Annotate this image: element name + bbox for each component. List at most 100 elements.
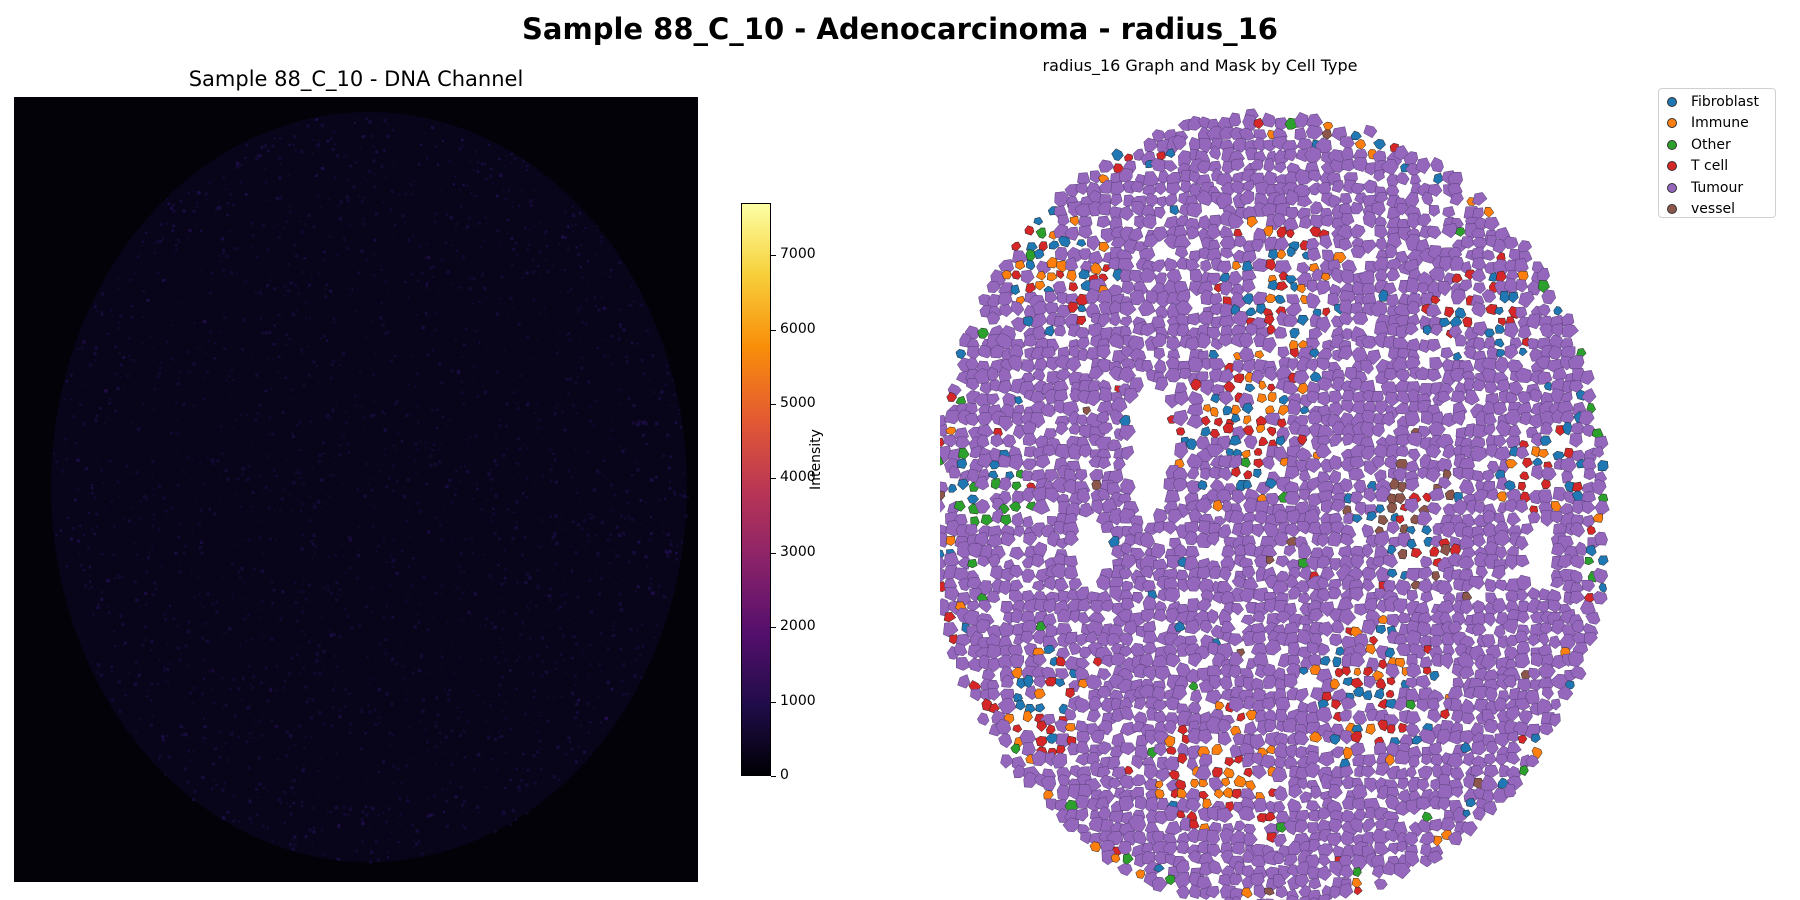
cell-polygon [990,477,1002,490]
cell-polygon [1253,447,1263,456]
cell-polygon [1165,652,1181,668]
cell-polygon [1321,691,1333,702]
cell-polygon [1471,301,1486,318]
cell-polygon [1130,774,1147,787]
cell-polygon [1022,433,1039,446]
cell-polygon [1373,169,1385,182]
cell-polygon [1486,488,1500,501]
cell-polygon [1295,861,1310,876]
cell-polygon [1240,614,1256,626]
cell-polygon [1293,370,1310,387]
cell-polygon [1529,388,1543,403]
cell-polygon [1197,479,1208,491]
cell-polygon [1515,555,1530,568]
cell-polygon [1068,423,1082,435]
cell-polygon [1077,304,1087,313]
cell-polygon [1515,279,1528,293]
cell-polygon [1330,499,1346,513]
cell-polygon [1567,650,1584,668]
cell-polygon [1119,742,1137,756]
cell-polygon [1417,578,1435,595]
cell-polygon [1186,202,1202,218]
cell-polygon [1186,745,1203,760]
cell-polygon [1350,130,1362,141]
cell-polygon [1426,304,1442,318]
cell-polygon [1163,720,1177,735]
cell-polygon [1090,262,1103,275]
cell-polygon [1317,588,1332,603]
cell-polygon [1168,509,1183,525]
cell-polygon [1308,182,1323,196]
cell-polygon [1408,448,1421,462]
cell-polygon [1245,709,1258,721]
cell-polygon [1096,344,1111,360]
cell-polygon [1428,487,1445,502]
cell-polygon [1282,381,1300,396]
cell-polygon [1494,324,1505,334]
cell-polygon [1256,393,1267,403]
cell-polygon [1530,464,1545,480]
cell-polygon [1264,719,1277,733]
cell-polygon [1460,741,1472,753]
cell-polygon [1394,493,1407,505]
cell-polygon [1410,547,1423,559]
cell-polygon [1078,225,1093,239]
cell-polygon [1341,328,1355,341]
cell-polygon [1205,443,1225,458]
cell-polygon [1360,446,1376,461]
cell-polygon [1153,206,1166,219]
cell-polygon [1098,241,1110,253]
cell-polygon [1200,468,1212,481]
cell-polygon [1494,306,1504,316]
cell-polygon [1597,460,1609,472]
cell-polygon [1440,652,1454,670]
cell-polygon [1305,292,1321,309]
cell-polygon [1001,269,1012,280]
cell-polygon [1538,722,1554,736]
cell-polygon [1272,852,1286,865]
cell-polygon [1210,393,1220,404]
cell-polygon [1043,644,1056,654]
cell-polygon [1241,279,1256,294]
cell-polygon [1119,721,1138,736]
cell-polygon [1222,422,1235,434]
cell-polygon [1470,740,1487,756]
cell-polygon [1273,785,1288,802]
cell-polygon [1265,405,1275,415]
cell-polygon [1045,733,1059,744]
cell-polygon [1316,865,1332,882]
cell-polygon [1195,498,1213,514]
cell-polygon [1581,388,1597,404]
cell-polygon [1164,805,1179,821]
cell-polygon [1211,766,1223,778]
cell-polygon [1431,571,1441,582]
cell-polygon [1331,180,1345,193]
cell-polygon [1007,355,1023,372]
cell-polygon [1047,338,1060,353]
cell-polygon [1238,127,1256,141]
cell-polygon [1243,832,1258,846]
cell-polygon [1530,653,1545,668]
cell-polygon [1258,380,1267,391]
cell-polygon [1198,790,1209,800]
cell-polygon [1097,201,1112,216]
cell-polygon [1198,137,1213,154]
cell-polygon [1483,424,1496,437]
cell-polygon [1176,810,1186,819]
cell-polygon [1130,181,1145,193]
cell-polygon [1525,313,1542,330]
cell-polygon [1096,313,1111,328]
cell-polygon [1262,112,1277,128]
cell-polygon [1581,501,1597,515]
cell-polygon [1371,201,1386,217]
cell-polygon [1172,409,1189,427]
cell-polygon [1569,554,1585,569]
cell-polygon [1594,500,1610,515]
cell-polygon [1288,586,1302,600]
cell-polygon [1250,733,1266,751]
cell-polygon [1062,817,1080,833]
cell-polygon [1055,246,1068,262]
cell-polygon [1166,555,1183,570]
cell-polygon [1010,300,1025,317]
cell-polygon [1096,574,1113,591]
